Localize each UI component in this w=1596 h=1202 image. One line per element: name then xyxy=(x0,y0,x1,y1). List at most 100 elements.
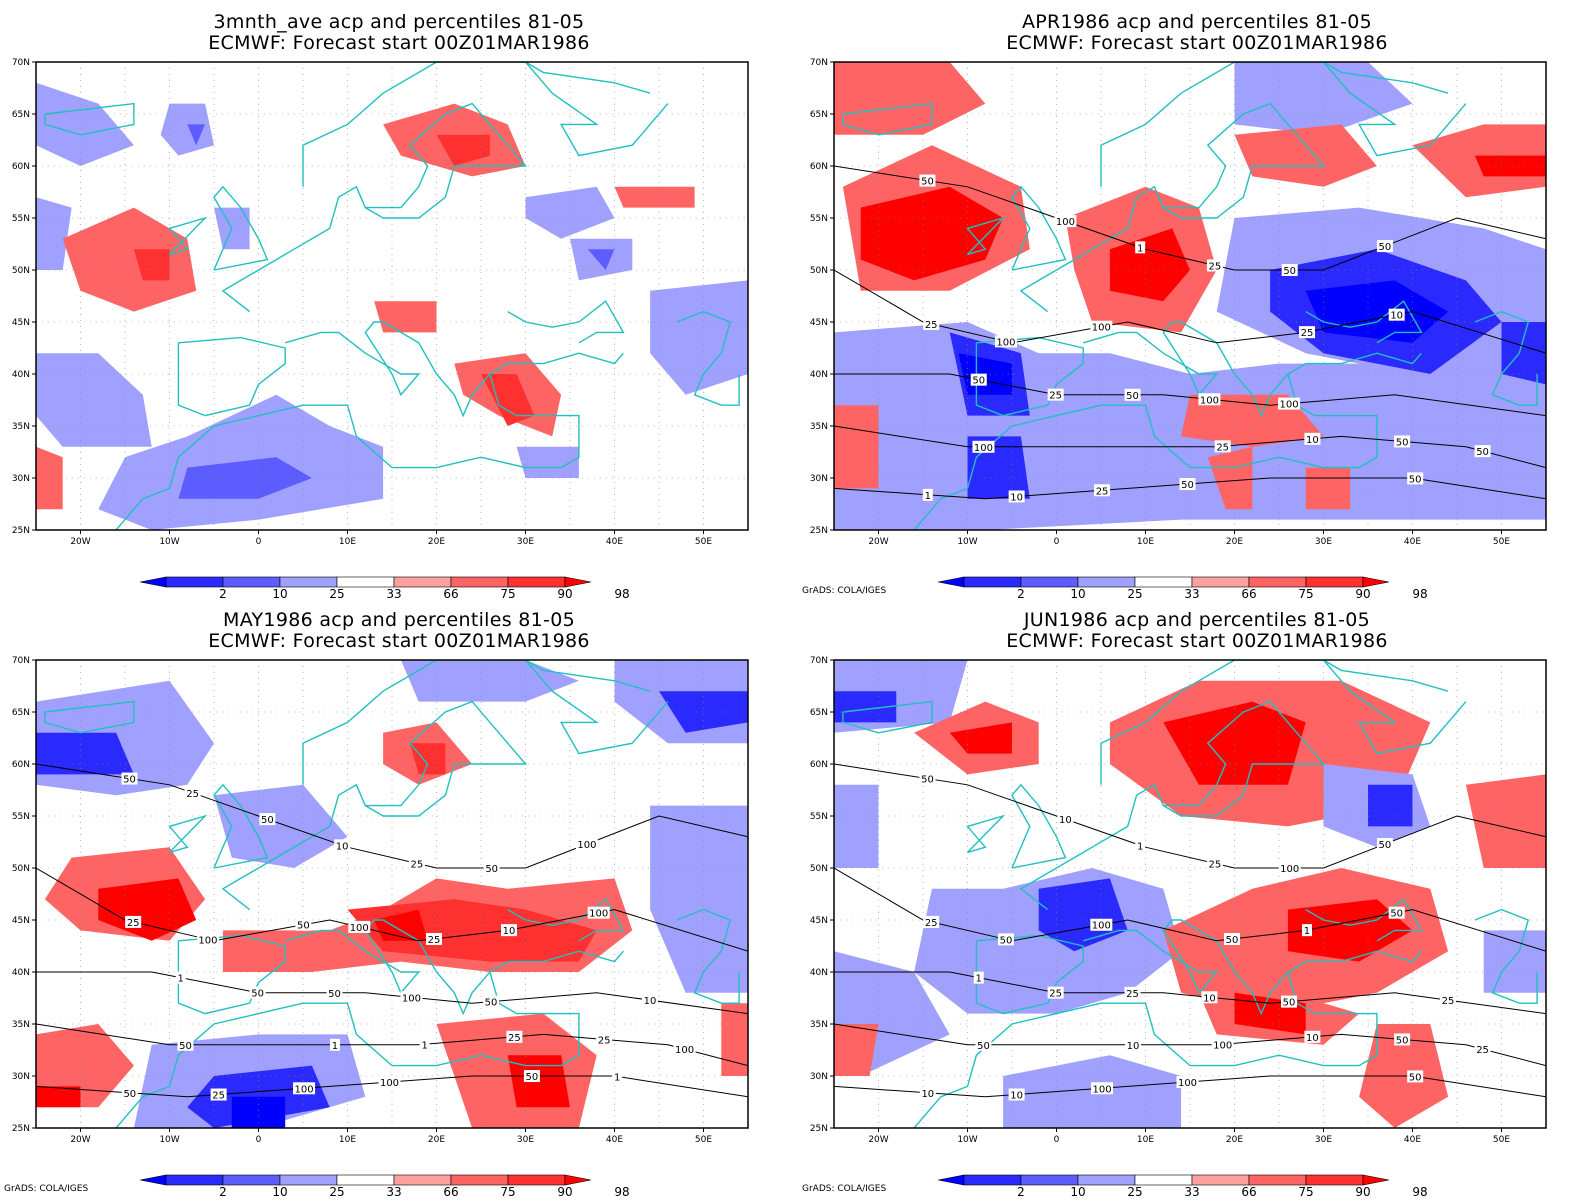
contour-label: 50 xyxy=(261,815,274,826)
colorbar-label: 75 xyxy=(500,587,515,600)
contour-label: 25 xyxy=(1096,486,1109,497)
grads-credit: GrADS: COLA/IGES xyxy=(4,1184,89,1194)
map-svg: 5010050501005050102510010025255010255025… xyxy=(810,656,1547,1145)
contour-label-bg xyxy=(329,1038,340,1051)
y-tick-label: 40N xyxy=(12,968,30,978)
colorbar-swatch xyxy=(1077,576,1136,588)
contour-label-bg xyxy=(1008,1088,1025,1101)
colorbar-swatch xyxy=(507,1174,566,1186)
panel-jun: JUN1986 acp and percentiles 81-05 ECMWF:… xyxy=(798,598,1596,1199)
colorbar-arrow-left xyxy=(937,1174,965,1186)
colorbar-label: 25 xyxy=(1127,1185,1142,1198)
coastline xyxy=(1100,660,1449,785)
colorbar-label: 33 xyxy=(386,587,401,600)
contour-label-bg xyxy=(1278,862,1301,874)
coastline xyxy=(975,934,1084,1015)
contour-label-bg xyxy=(1047,986,1064,999)
colorbar-swatch xyxy=(963,1174,1022,1186)
shaded-area xyxy=(481,374,535,426)
colorbar-swatch xyxy=(393,1174,452,1186)
coastline xyxy=(676,908,740,1004)
contour-label-bg xyxy=(994,335,1017,348)
colorbar-swatch xyxy=(450,1174,509,1186)
coastline xyxy=(1322,660,1467,755)
colorbar-swatch xyxy=(336,576,395,588)
contour-label-bg xyxy=(1198,393,1221,406)
x-tick-label: 20W xyxy=(868,537,888,547)
contour-label-bg xyxy=(196,933,219,946)
contour-line xyxy=(834,763,1546,869)
panel-subtitle: ECMWF: Forecast start 00Z01MAR1986 xyxy=(208,630,590,652)
colorbar-label: 90 xyxy=(1355,587,1370,600)
contour-label: 1 xyxy=(332,1041,338,1052)
contour-label: 10 xyxy=(1203,993,1216,1004)
colorbar-label: 66 xyxy=(443,587,458,600)
shaded-area xyxy=(1474,155,1546,177)
contour-label-bg xyxy=(1057,813,1074,826)
contour-label: 100 xyxy=(1280,864,1299,875)
colorbar-label: 98 xyxy=(1412,587,1427,600)
y-tick-label: 50N xyxy=(12,266,30,276)
contour-label: 50 xyxy=(1181,480,1194,491)
contour-label-bg xyxy=(919,772,936,785)
shaded-area xyxy=(1501,322,1546,385)
contour-line xyxy=(834,373,1546,417)
colorbar-label: 2 xyxy=(219,587,227,600)
contour-label-bg xyxy=(1407,472,1424,485)
colorbar-label: 90 xyxy=(557,587,572,600)
y-tick-label: 25N xyxy=(810,526,828,536)
contour-label: 25 xyxy=(1049,989,1062,1000)
contour-label: 50 xyxy=(1379,242,1392,253)
coastline xyxy=(221,700,528,911)
contour-label-bg xyxy=(612,1070,623,1083)
coastline xyxy=(524,62,669,157)
x-tick-label: 10E xyxy=(339,537,356,547)
map-frame xyxy=(35,659,749,1129)
contour-label: 25 xyxy=(925,918,938,929)
contour-label-bg xyxy=(184,786,201,799)
colorbar: 2 10 25 33 66 75 90 98 xyxy=(139,1174,660,1202)
coastline xyxy=(676,310,740,406)
colorbar-label: 66 xyxy=(443,1185,458,1198)
shaded-area xyxy=(516,446,579,478)
contour-label: 50 xyxy=(485,998,498,1009)
map-plot: 20W 10W 0 10E 20E 30E 40E 50E 70N 65N 60N 55N 50N 45N… xyxy=(12,58,772,547)
y-tick-label: 35N xyxy=(810,422,828,432)
panel-subtitle: ECMWF: Forecast start 00Z01MAR1986 xyxy=(1006,630,1388,652)
colorbar-swatch xyxy=(1077,1174,1136,1186)
colorbar-arrow-right xyxy=(1362,576,1390,588)
shaded-area xyxy=(1465,774,1546,868)
shaded-area xyxy=(1234,124,1377,187)
contour-label-bg xyxy=(177,1038,194,1051)
coastline xyxy=(1083,321,1422,418)
coastline xyxy=(213,185,269,271)
coastline xyxy=(975,336,1084,417)
contour-label-bg xyxy=(1388,308,1405,321)
y-tick-label: 40N xyxy=(810,370,828,380)
colorbar: 2 10 25 33 66 75 90 98 xyxy=(937,576,1458,604)
coastline xyxy=(1100,62,1449,187)
contour-line xyxy=(36,1075,748,1098)
colorbar-swatch xyxy=(1191,1174,1250,1186)
x-tick-label: 30E xyxy=(517,1135,534,1145)
colorbar-label: 75 xyxy=(1298,587,1313,600)
contour-label-bg xyxy=(1090,918,1113,931)
shaded-area xyxy=(160,103,214,156)
contour-label-bg xyxy=(506,1030,523,1043)
colorbar-swatch xyxy=(450,576,509,588)
colorbar-label: 25 xyxy=(1127,587,1142,600)
colorbar-label: 2 xyxy=(1017,1185,1025,1198)
contour-label-bg xyxy=(1281,995,1298,1008)
contour-label: 10 xyxy=(1010,493,1023,504)
shaded-area xyxy=(650,280,748,395)
colorbar-swatch xyxy=(222,1174,281,1186)
contour-label-bg xyxy=(1124,986,1141,999)
x-tick-label: 50E xyxy=(695,1135,712,1145)
colorbar-swatch xyxy=(1248,576,1307,588)
colorbar-swatch xyxy=(1020,1174,1079,1186)
contour-label: 1 xyxy=(925,491,931,502)
colorbar-swatch xyxy=(1191,576,1250,588)
y-tick-label: 50N xyxy=(12,864,30,874)
contour-label-bg xyxy=(1206,857,1223,870)
coastline xyxy=(177,934,286,1015)
